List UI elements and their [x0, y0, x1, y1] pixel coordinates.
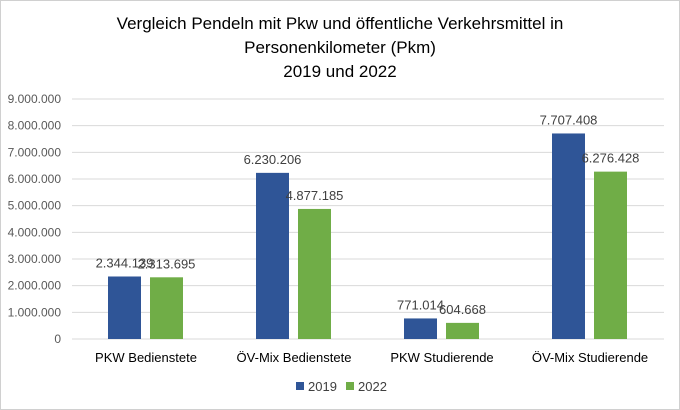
data-label: 4.877.185 — [286, 188, 344, 203]
bar-2022 — [594, 171, 627, 339]
y-tick-label: 8.000.000 — [8, 119, 62, 133]
data-label: 6.276.428 — [582, 151, 640, 166]
chart-title-line-1: Vergleich Pendeln mit Pkw und öffentlich… — [116, 14, 564, 33]
x-tick-label: ÖV-Mix Bedienstete — [237, 350, 352, 365]
x-tick-label: ÖV-Mix Studierende — [532, 350, 648, 365]
bar-2019 — [256, 172, 289, 339]
legend-label: 2019 — [308, 379, 337, 394]
y-tick-label: 6.000.000 — [8, 172, 62, 186]
y-tick-label: 1.000.000 — [8, 305, 62, 319]
x-tick-label: PKW Bedienstete — [95, 350, 197, 365]
y-tick-label: 4.000.000 — [8, 225, 62, 239]
bar-2022 — [446, 322, 479, 339]
chart-title-line-2: Personenkilometer (Pkm) — [244, 38, 436, 57]
y-tick-label: 3.000.000 — [8, 252, 62, 266]
legend-label: 2022 — [358, 379, 387, 394]
data-label: 7.707.408 — [540, 112, 598, 127]
bar-2022 — [150, 277, 183, 339]
legend-swatch-2022 — [346, 382, 354, 390]
y-tick-label: 5.000.000 — [8, 199, 62, 213]
bar-2019 — [404, 318, 437, 339]
x-tick-label: PKW Studierende — [390, 350, 493, 365]
data-label: 771.014 — [397, 297, 444, 312]
y-tick-label: 2.000.000 — [8, 279, 62, 293]
legend-swatch-2019 — [296, 382, 304, 390]
data-label: 2.313.695 — [138, 256, 196, 271]
bar-2019 — [552, 133, 585, 339]
chart-title-line-3: 2019 und 2022 — [283, 62, 397, 81]
data-label: 6.230.206 — [244, 152, 302, 167]
y-tick-label: 9.000.000 — [8, 92, 62, 106]
data-label: 604.668 — [439, 302, 486, 317]
data-label: 2.344.139 — [96, 255, 154, 270]
y-tick-label: 0 — [54, 332, 61, 346]
y-tick-label: 7.000.000 — [8, 145, 62, 159]
bar-2019 — [108, 276, 141, 339]
bar-2022 — [298, 208, 331, 339]
